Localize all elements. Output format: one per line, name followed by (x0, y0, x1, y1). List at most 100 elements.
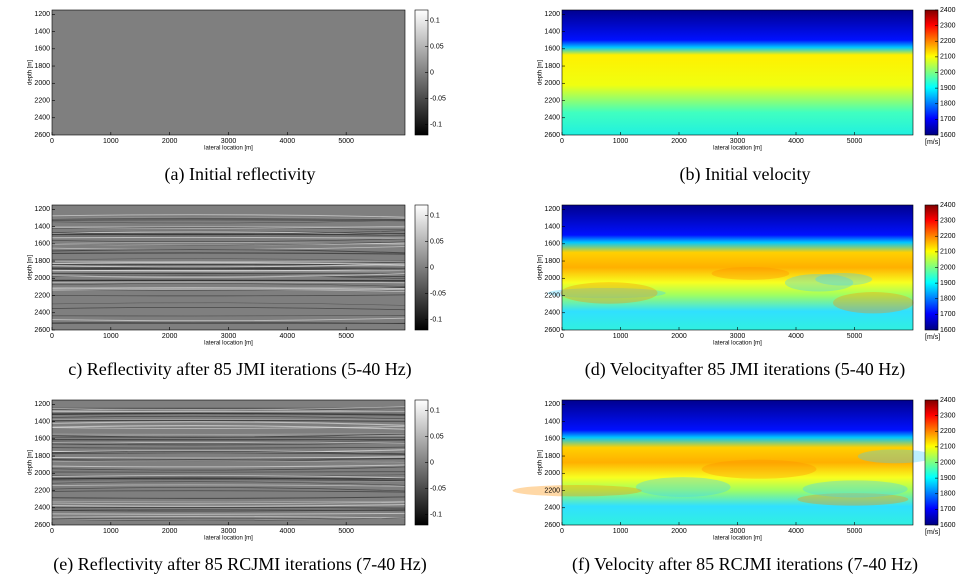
velocity-anomaly (815, 273, 873, 286)
y-tick-label: 1400 (34, 418, 50, 425)
reflector (51, 438, 406, 441)
colorbar-tick-label: 0.05 (430, 43, 444, 50)
y-tick-label: 2600 (544, 132, 560, 139)
x-tick-label: 1000 (613, 528, 629, 535)
colorbar-tick-label: -0.1 (430, 316, 442, 323)
reflector (51, 474, 406, 479)
y-tick-label: 1600 (34, 241, 50, 248)
reflector (51, 273, 406, 278)
y-tick-label: 1400 (544, 223, 560, 230)
reflector (51, 425, 406, 429)
y-tick-label: 2600 (544, 522, 560, 529)
x-tick-label: 5000 (338, 528, 354, 535)
y-tick-label: 2600 (34, 522, 50, 529)
x-tick-label: 4000 (280, 333, 296, 340)
colorbar-tick-label: 2000 (940, 459, 956, 466)
velocity-anomaly (560, 282, 658, 304)
colorbar-unit: [m/s] (925, 139, 940, 146)
reflector (51, 302, 406, 306)
reflector (51, 249, 406, 254)
x-tick-label: 0 (560, 528, 564, 535)
x-tick-label: 1000 (613, 138, 629, 145)
velocity-anomaly (797, 493, 909, 506)
y-tick-label: 2400 (34, 310, 50, 317)
x-tick-label: 1000 (103, 333, 119, 340)
reflector (51, 413, 406, 416)
velocity-anomaly (711, 267, 790, 280)
x-tick-label: 4000 (280, 528, 296, 535)
reflector (51, 238, 406, 242)
velocity-anomaly (832, 292, 914, 314)
reflector (51, 516, 406, 519)
x-tick-label: 4000 (788, 528, 804, 535)
x-tick-label: 0 (560, 333, 564, 340)
y-tick-label: 1800 (544, 453, 560, 460)
x-tick-label: 2000 (671, 138, 687, 145)
y-axis-label: depth [m] (28, 60, 34, 85)
x-tick-label: 3000 (730, 138, 746, 145)
y-tick-label: 1200 (34, 11, 50, 18)
y-tick-label: 1200 (34, 206, 50, 213)
y-tick-label: 2000 (544, 470, 560, 477)
colorbar-tick-label: 1600 (940, 132, 956, 139)
caption: (b) Initial velocity (680, 164, 811, 185)
reflector (51, 500, 406, 503)
reflectivity-image (52, 10, 405, 135)
y-axis-label: depth [m] (28, 450, 34, 475)
y-tick-label: 1600 (34, 436, 50, 443)
reflector (51, 460, 406, 463)
colorbar-tick-label: 0 (430, 69, 434, 76)
y-tick-label: 1200 (544, 206, 560, 213)
colorbar-tick-label: 1900 (940, 85, 956, 92)
velocity-anomaly (547, 287, 666, 299)
colorbar-tick-label: -0.05 (430, 290, 446, 297)
reflector (51, 220, 406, 224)
reflector (51, 214, 406, 218)
colorbar-tick-label: 1600 (940, 327, 956, 334)
x-tick-label: 3000 (221, 333, 237, 340)
reflector (51, 451, 406, 455)
velocity-anomaly (512, 485, 642, 497)
y-tick-label: 2200 (34, 487, 50, 494)
colorbar-tick-label: 2100 (940, 54, 956, 61)
colorbar-tick-label: 1700 (940, 116, 956, 123)
reflector (51, 262, 406, 265)
caption: (f) Velocity after 85 RCJMI iterations (… (572, 554, 918, 575)
reflector (51, 225, 406, 229)
reflector (51, 217, 406, 221)
y-tick-label: 1600 (34, 46, 50, 53)
reflector (51, 503, 406, 507)
y-tick-label: 1800 (34, 258, 50, 265)
colorbar-tick-label: 0.1 (430, 17, 440, 24)
reflector (51, 258, 406, 261)
y-tick-label: 1400 (34, 28, 50, 35)
x-tick-label: 0 (50, 528, 54, 535)
caption: (e) Reflectivity after 85 RCJMI iteratio… (53, 554, 426, 575)
velocity-anomaly (784, 274, 854, 292)
x-axis-label: lateral location [m] (713, 146, 762, 152)
x-axis-label: lateral location [m] (204, 536, 253, 542)
colorbar-tick-label: 2200 (940, 38, 956, 45)
colorbar-tick-label: 2400 (940, 7, 956, 14)
colorbar-tick-label: 1700 (940, 506, 956, 513)
y-tick-label: 2000 (34, 80, 50, 87)
x-tick-label: 2000 (162, 333, 178, 340)
reflector (51, 274, 406, 280)
colorbar-tick-label: 1800 (940, 101, 956, 108)
colorbar-tick-label: 0.05 (430, 433, 444, 440)
x-axis-label: lateral location [m] (713, 536, 762, 542)
colorbar-tick-label: -0.05 (430, 95, 446, 102)
x-tick-label: 2000 (162, 528, 178, 535)
reflector (51, 517, 406, 521)
velocity-image (562, 205, 913, 330)
colorbar-tick-label: 0.05 (430, 238, 444, 245)
x-tick-label: 1000 (103, 528, 119, 535)
colorbar-tick-label: 1800 (940, 296, 956, 303)
x-tick-label: 3000 (221, 528, 237, 535)
x-tick-label: 2000 (671, 333, 687, 340)
y-tick-label: 1600 (544, 46, 560, 53)
